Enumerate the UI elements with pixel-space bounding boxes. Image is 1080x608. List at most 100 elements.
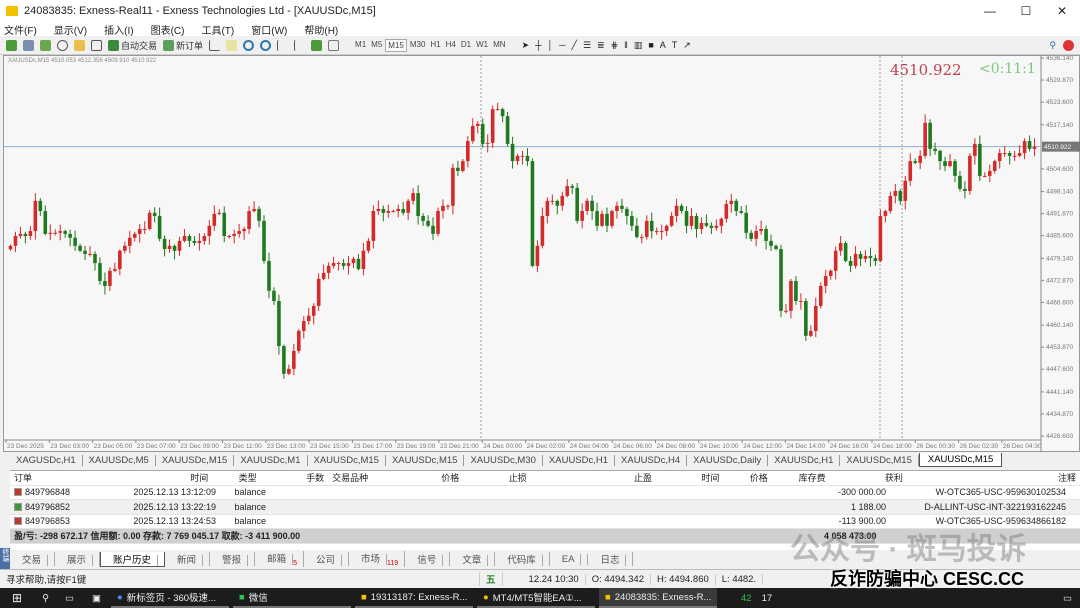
chart-tab[interactable]: XAUUSDc,M15 (156, 454, 235, 466)
chart-tab[interactable]: XAUUSDc,Daily (687, 454, 769, 466)
terminal-tab[interactable]: 账户历史 (100, 551, 166, 567)
menu-insert[interactable]: 插入(I) (104, 25, 134, 37)
taskbar-item[interactable]: ■ 微信 (233, 588, 351, 608)
new-order-button[interactable]: 新订单 (163, 39, 203, 52)
chart-tab[interactable]: XAUUSDc,H1 (768, 454, 841, 466)
auto-trade-button[interactable]: 自动交易 (108, 39, 157, 52)
text-label-icon[interactable]: T (671, 40, 678, 50)
autoscroll-icon[interactable] (277, 39, 288, 51)
column-header[interactable]: 订单 (14, 473, 33, 484)
timeframe-h4[interactable]: H4 (445, 39, 456, 49)
tray-count[interactable]: 42 (741, 592, 752, 604)
horizontal-line-icon[interactable]: ─ (559, 40, 566, 50)
channel-icon[interactable]: ☰ (582, 39, 592, 50)
column-header[interactable]: 库存费 (798, 473, 826, 484)
timeframe-m15[interactable]: M15 (385, 38, 407, 52)
terminal-tab[interactable]: 邮箱 5 (255, 551, 304, 567)
chart-tab[interactable]: XAUUSDc,H1 (543, 454, 616, 466)
timeframe-d1[interactable]: D1 (460, 39, 472, 49)
notifications-icon[interactable]: ▭ (1063, 592, 1072, 604)
profiles-icon[interactable] (23, 39, 34, 51)
ime-indicator[interactable]: 五 (480, 572, 503, 586)
zoom-in-icon[interactable] (260, 39, 272, 51)
table-row[interactable]: 849796853 2025.12.13 13:24:53 balance -1… (10, 515, 1080, 529)
periods-icon[interactable] (328, 39, 340, 51)
menu-help[interactable]: 帮助(H) (304, 25, 339, 37)
notification-icon[interactable] (1063, 39, 1074, 51)
column-header[interactable]: 时间 (701, 473, 720, 484)
market-watch-icon[interactable] (40, 39, 51, 51)
column-header[interactable]: 类型 (238, 473, 257, 484)
terminal-tab[interactable]: 信号 (405, 552, 451, 566)
new-chart-icon[interactable] (6, 39, 17, 51)
menu-window[interactable]: 窗口(W) (251, 25, 288, 37)
table-row[interactable]: 849796852 2025.12.13 13:22:19 balance 1 … (10, 500, 1080, 515)
terminal-tab[interactable]: 展示 (55, 552, 101, 566)
column-header[interactable]: 价格 (749, 473, 768, 484)
timeframe-mn[interactable]: MN (493, 39, 506, 49)
column-header[interactable]: 止损 (508, 473, 527, 484)
terminal-tab[interactable]: 市场 119 (349, 551, 406, 567)
timeframe-m30[interactable]: M30 (409, 39, 426, 49)
terminal-icon[interactable] (91, 39, 102, 51)
fibonacci-icon[interactable]: ≣ (597, 39, 605, 50)
taskbar-item[interactable]: ■ 24083835: Exness-R... (599, 588, 717, 608)
column-header[interactable]: 价格 (441, 473, 460, 484)
terminal-tab[interactable]: 日志 (588, 552, 634, 566)
timeframe-w1[interactable]: W1 (476, 39, 489, 49)
timeframe-m1[interactable]: M1 (355, 39, 367, 49)
text-icon[interactable]: A (659, 40, 666, 50)
terminal-app-icon[interactable]: ▣ (92, 592, 101, 604)
period-separator-icon[interactable]: ▥ (633, 39, 643, 50)
search-icon[interactable]: ⚲ (1049, 39, 1056, 50)
candlestick-chart[interactable]: 4536.140 4529.870 4523.600 4517.140 4504.600… (4, 55, 1080, 453)
chart-tab[interactable]: XAUUSDc,M15 (308, 454, 386, 466)
trendline-icon[interactable]: ╱ (571, 39, 577, 50)
terminal-tab[interactable]: EA (550, 553, 589, 565)
column-header[interactable]: 手数 (306, 473, 325, 484)
zoom-out-icon[interactable] (243, 39, 255, 51)
terminal-tab[interactable]: 公司 (304, 552, 350, 566)
table-row[interactable]: 849796848 2025.12.13 13:12:09 balance -3… (10, 486, 1080, 500)
taskbar-item[interactable]: ■ 19313187: Exness-R... (355, 588, 473, 608)
cursor-icon[interactable]: ➤ (521, 39, 530, 50)
terminal-tab[interactable]: 文章 (450, 552, 496, 566)
terminal-tab[interactable]: 新闻 (165, 552, 211, 566)
rectangle-icon[interactable]: ■ (648, 40, 654, 50)
menu-chart[interactable]: 图表(C) (150, 25, 185, 37)
start-icon[interactable]: ⊞ (12, 591, 23, 605)
tray-count[interactable]: 17 (761, 592, 773, 604)
candlestick-icon[interactable] (226, 39, 238, 51)
bar-chart-icon[interactable] (209, 39, 221, 51)
chart-tab[interactable]: XAUUSDc,M30 (464, 454, 543, 466)
column-header[interactable]: 获利 (884, 473, 903, 484)
column-header[interactable]: 止盈 (633, 473, 652, 484)
maximize-button[interactable]: ☐ (1020, 4, 1032, 18)
chart-tab[interactable]: XAUUSDc,M1 (234, 454, 308, 466)
taskbar-item[interactable]: ● 新标签页 - 360极速... (111, 588, 229, 608)
menu-tools[interactable]: 工具(T) (201, 25, 235, 37)
terminal-tab[interactable]: 交易 (10, 552, 56, 566)
terminal-tab[interactable]: 代码库 (495, 552, 550, 566)
vertical-line-icon[interactable]: │ (547, 40, 554, 50)
chart-shift-icon[interactable] (294, 39, 305, 51)
arrows-icon[interactable]: ↗ (683, 39, 691, 50)
chart-tab[interactable]: XAUUSDc,M5 (83, 454, 156, 466)
menu-file[interactable]: 文件(F) (4, 25, 37, 37)
menu-view[interactable]: 显示(V) (53, 25, 88, 37)
chart-tab[interactable]: XAGUSDc,H1 (10, 454, 83, 466)
price-chart[interactable]: 4536.140 4529.870 4523.600 4517.140 4504.600… (3, 55, 1080, 453)
crosshair-icon[interactable] (57, 39, 68, 51)
chart-tab[interactable]: XAUUSDc,M15 (840, 454, 919, 466)
column-header[interactable]: 注释 (1057, 473, 1076, 484)
search-taskbar-icon[interactable]: ⚲ (42, 592, 50, 604)
navigator-icon[interactable] (74, 39, 85, 51)
crosshair-tool-icon[interactable]: ┼ (535, 40, 542, 50)
close-button[interactable]: ✕ (1056, 4, 1068, 18)
chart-tab[interactable]: XAUUSDc,M15 (386, 454, 465, 466)
gann-icon[interactable]: ⋕ (610, 39, 619, 50)
taskbar-item[interactable]: ● MT4/MT5智能EA①... (477, 588, 595, 608)
cycle-lines-icon[interactable]: ‖ (624, 40, 628, 50)
indicators-icon[interactable] (311, 39, 323, 51)
chart-tab[interactable]: XAUUSDc,H4 (615, 454, 688, 466)
